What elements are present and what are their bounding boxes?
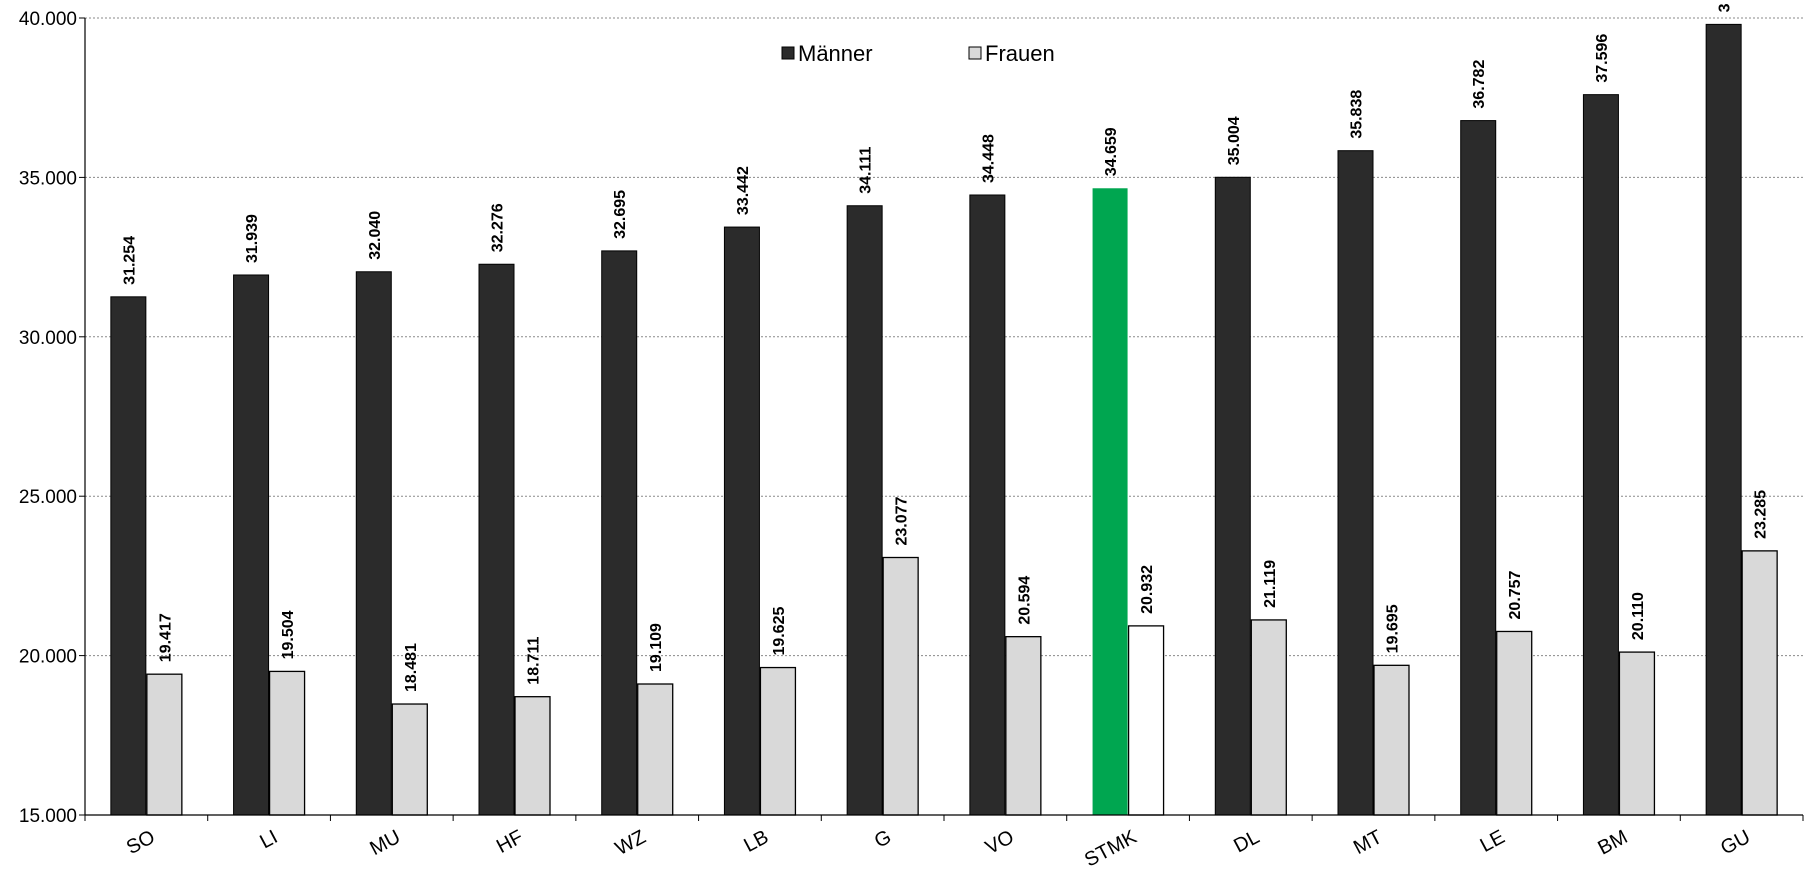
data-label-maenner-stmk: 34.659	[1103, 127, 1120, 176]
y-tick-label: 35.000	[19, 168, 77, 189]
y-tick-label: 40.000	[19, 9, 77, 30]
bar-maenner-le	[1460, 120, 1497, 816]
y-tick-label: 20.000	[19, 647, 77, 668]
x-tick-label-so: SO	[123, 826, 159, 859]
data-label-frauen-li: 19.504	[280, 610, 297, 659]
bar-frauen-le	[1496, 630, 1533, 816]
data-label-frauen-bm: 20.110	[1630, 592, 1647, 640]
bar-maenner-g	[846, 205, 883, 816]
data-label-frauen-lb: 19.625	[771, 607, 788, 656]
data-label-maenner-mu: 32.040	[367, 211, 384, 260]
x-tick-label-lb: LB	[740, 826, 772, 857]
data-label-frauen-hf: 18.711	[526, 637, 543, 685]
data-label-maenner-mt: 35.838	[1349, 90, 1366, 139]
data-label-frauen-dl: 21.119	[1262, 560, 1279, 608]
data-label-maenner-wz: 32.695	[612, 190, 629, 239]
data-label-maenner-gu: 3	[1717, 3, 1734, 12]
x-tick-label-le: LE	[1477, 826, 1509, 857]
legend: Männer Frauen	[781, 41, 1055, 66]
data-label-frauen-gu: 23.285	[1753, 490, 1770, 539]
data-label-maenner-le: 36.782	[1471, 60, 1488, 109]
bar-frauen-lb	[759, 666, 797, 816]
bar-maenner-mu	[355, 271, 392, 816]
data-label-maenner-g: 34.111	[858, 146, 875, 193]
data-label-frauen-vo: 20.594	[1016, 576, 1033, 625]
data-label-frauen-le: 20.757	[1507, 570, 1524, 619]
data-label-maenner-vo: 34.448	[980, 134, 997, 183]
x-tick-label-dl: DL	[1230, 826, 1263, 857]
x-tick-label-vo: VO	[982, 826, 1018, 859]
bar-frauen-g	[882, 556, 919, 816]
data-label-maenner-li: 31.939	[244, 214, 261, 263]
data-label-frauen-g: 23.077	[894, 496, 911, 545]
legend-swatch-frauen	[968, 46, 982, 60]
data-labels: 31.254 19.417 31.939 19.504 32.040 18.481 32.2…	[121, 3, 1769, 692]
bar-frauen-vo	[1005, 636, 1042, 816]
bar-maenner-dl	[1214, 176, 1251, 816]
data-label-maenner-hf: 32.276	[490, 203, 507, 252]
bar-frauen-gu	[1741, 550, 1778, 816]
bar-frauen-mu	[391, 703, 428, 816]
x-tick-label-li: LI	[256, 826, 281, 853]
data-label-maenner-lb: 33.442	[735, 166, 752, 215]
x-tick-label-wz: WZ	[612, 826, 650, 860]
data-label-frauen-mu: 18.481	[403, 643, 420, 692]
data-label-frauen-stmk: 20.932	[1139, 565, 1156, 614]
x-tick-label-gu: GU	[1717, 826, 1754, 860]
x-tick-label-mu: MU	[366, 826, 404, 860]
bar-maenner-so	[110, 296, 147, 816]
bar-maenner-bm	[1582, 94, 1619, 816]
bars	[110, 23, 1778, 816]
x-tick-label-g: G	[871, 826, 895, 853]
legend-label-maenner: Männer	[798, 41, 873, 66]
bar-maenner-vo	[969, 194, 1006, 816]
legend-label-frauen: Frauen	[985, 41, 1055, 66]
bar-frauen-stmk	[1127, 625, 1165, 816]
bar-maenner-li	[233, 274, 270, 816]
bar-frauen-li	[268, 670, 306, 816]
bar-maenner-mt	[1337, 150, 1374, 816]
data-label-maenner-bm: 37.596	[1594, 34, 1611, 83]
y-tick-label: 30.000	[19, 328, 77, 349]
y-tick-label: 25.000	[19, 487, 77, 508]
gridlines	[85, 17, 1803, 657]
legend-swatch-maenner	[781, 46, 795, 60]
bar-frauen-so	[146, 673, 183, 816]
bar-maenner-lb	[723, 226, 760, 816]
y-tick-label: 15.000	[19, 806, 77, 827]
data-label-frauen-wz: 19.109	[648, 623, 665, 672]
bar-frauen-dl	[1250, 619, 1287, 816]
bar-maenner-stmk	[1092, 188, 1128, 816]
bar-maenner-gu	[1705, 23, 1742, 816]
bar-maenner-hf	[478, 263, 515, 816]
bar-maenner-wz	[601, 250, 638, 816]
data-label-maenner-dl: 35.004	[1226, 116, 1243, 165]
x-tick-label-hf: HF	[493, 826, 527, 858]
data-label-frauen-so: 19.417	[157, 613, 174, 662]
bar-frauen-hf	[514, 696, 551, 816]
bar-frauen-bm	[1618, 651, 1656, 816]
x-tick-label-bm: BM	[1594, 826, 1631, 860]
bar-frauen-wz	[637, 683, 674, 816]
x-tick-label-stmk: STMK	[1081, 826, 1141, 869]
data-label-maenner-so: 31.254	[121, 236, 138, 285]
bar-frauen-mt	[1373, 664, 1410, 816]
x-tick-label-mt: MT	[1350, 826, 1386, 859]
data-label-frauen-mt: 19.695	[1385, 604, 1402, 653]
